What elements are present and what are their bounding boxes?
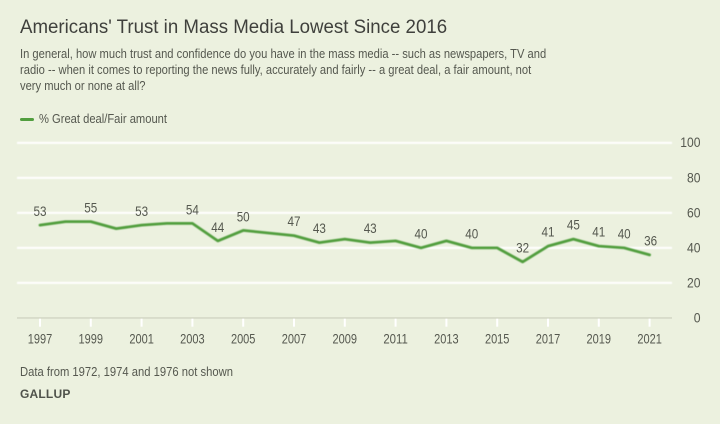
svg-text:80: 80 [687,170,701,185]
svg-text:40: 40 [465,226,478,241]
svg-text:40: 40 [415,226,428,241]
svg-text:2013: 2013 [434,332,459,347]
svg-text:2007: 2007 [282,332,307,347]
svg-text:44: 44 [211,220,224,235]
svg-text:53: 53 [135,204,148,219]
svg-text:2017: 2017 [536,332,561,347]
svg-text:1997: 1997 [28,332,53,347]
svg-text:0: 0 [694,310,701,325]
svg-text:43: 43 [364,221,377,236]
svg-text:60: 60 [687,205,701,220]
svg-text:54: 54 [186,202,199,217]
svg-text:53: 53 [34,204,47,219]
svg-text:2009: 2009 [333,332,358,347]
svg-text:2005: 2005 [231,332,256,347]
svg-text:100: 100 [680,135,701,150]
svg-text:20: 20 [687,275,701,290]
svg-text:55: 55 [84,201,97,216]
svg-text:2001: 2001 [129,332,154,347]
svg-text:1999: 1999 [79,332,104,347]
svg-text:41: 41 [592,225,605,240]
svg-text:32: 32 [516,240,529,255]
svg-text:40: 40 [687,240,701,255]
svg-text:43: 43 [313,221,326,236]
svg-text:41: 41 [542,225,555,240]
svg-text:47: 47 [288,214,301,229]
svg-text:50: 50 [237,209,250,224]
svg-text:36: 36 [644,233,657,248]
svg-text:2021: 2021 [637,332,662,347]
svg-text:40: 40 [618,226,631,241]
svg-text:2015: 2015 [485,332,510,347]
svg-text:2011: 2011 [383,332,408,347]
svg-text:2019: 2019 [587,332,612,347]
svg-text:45: 45 [567,218,580,233]
svg-text:2003: 2003 [180,332,205,347]
